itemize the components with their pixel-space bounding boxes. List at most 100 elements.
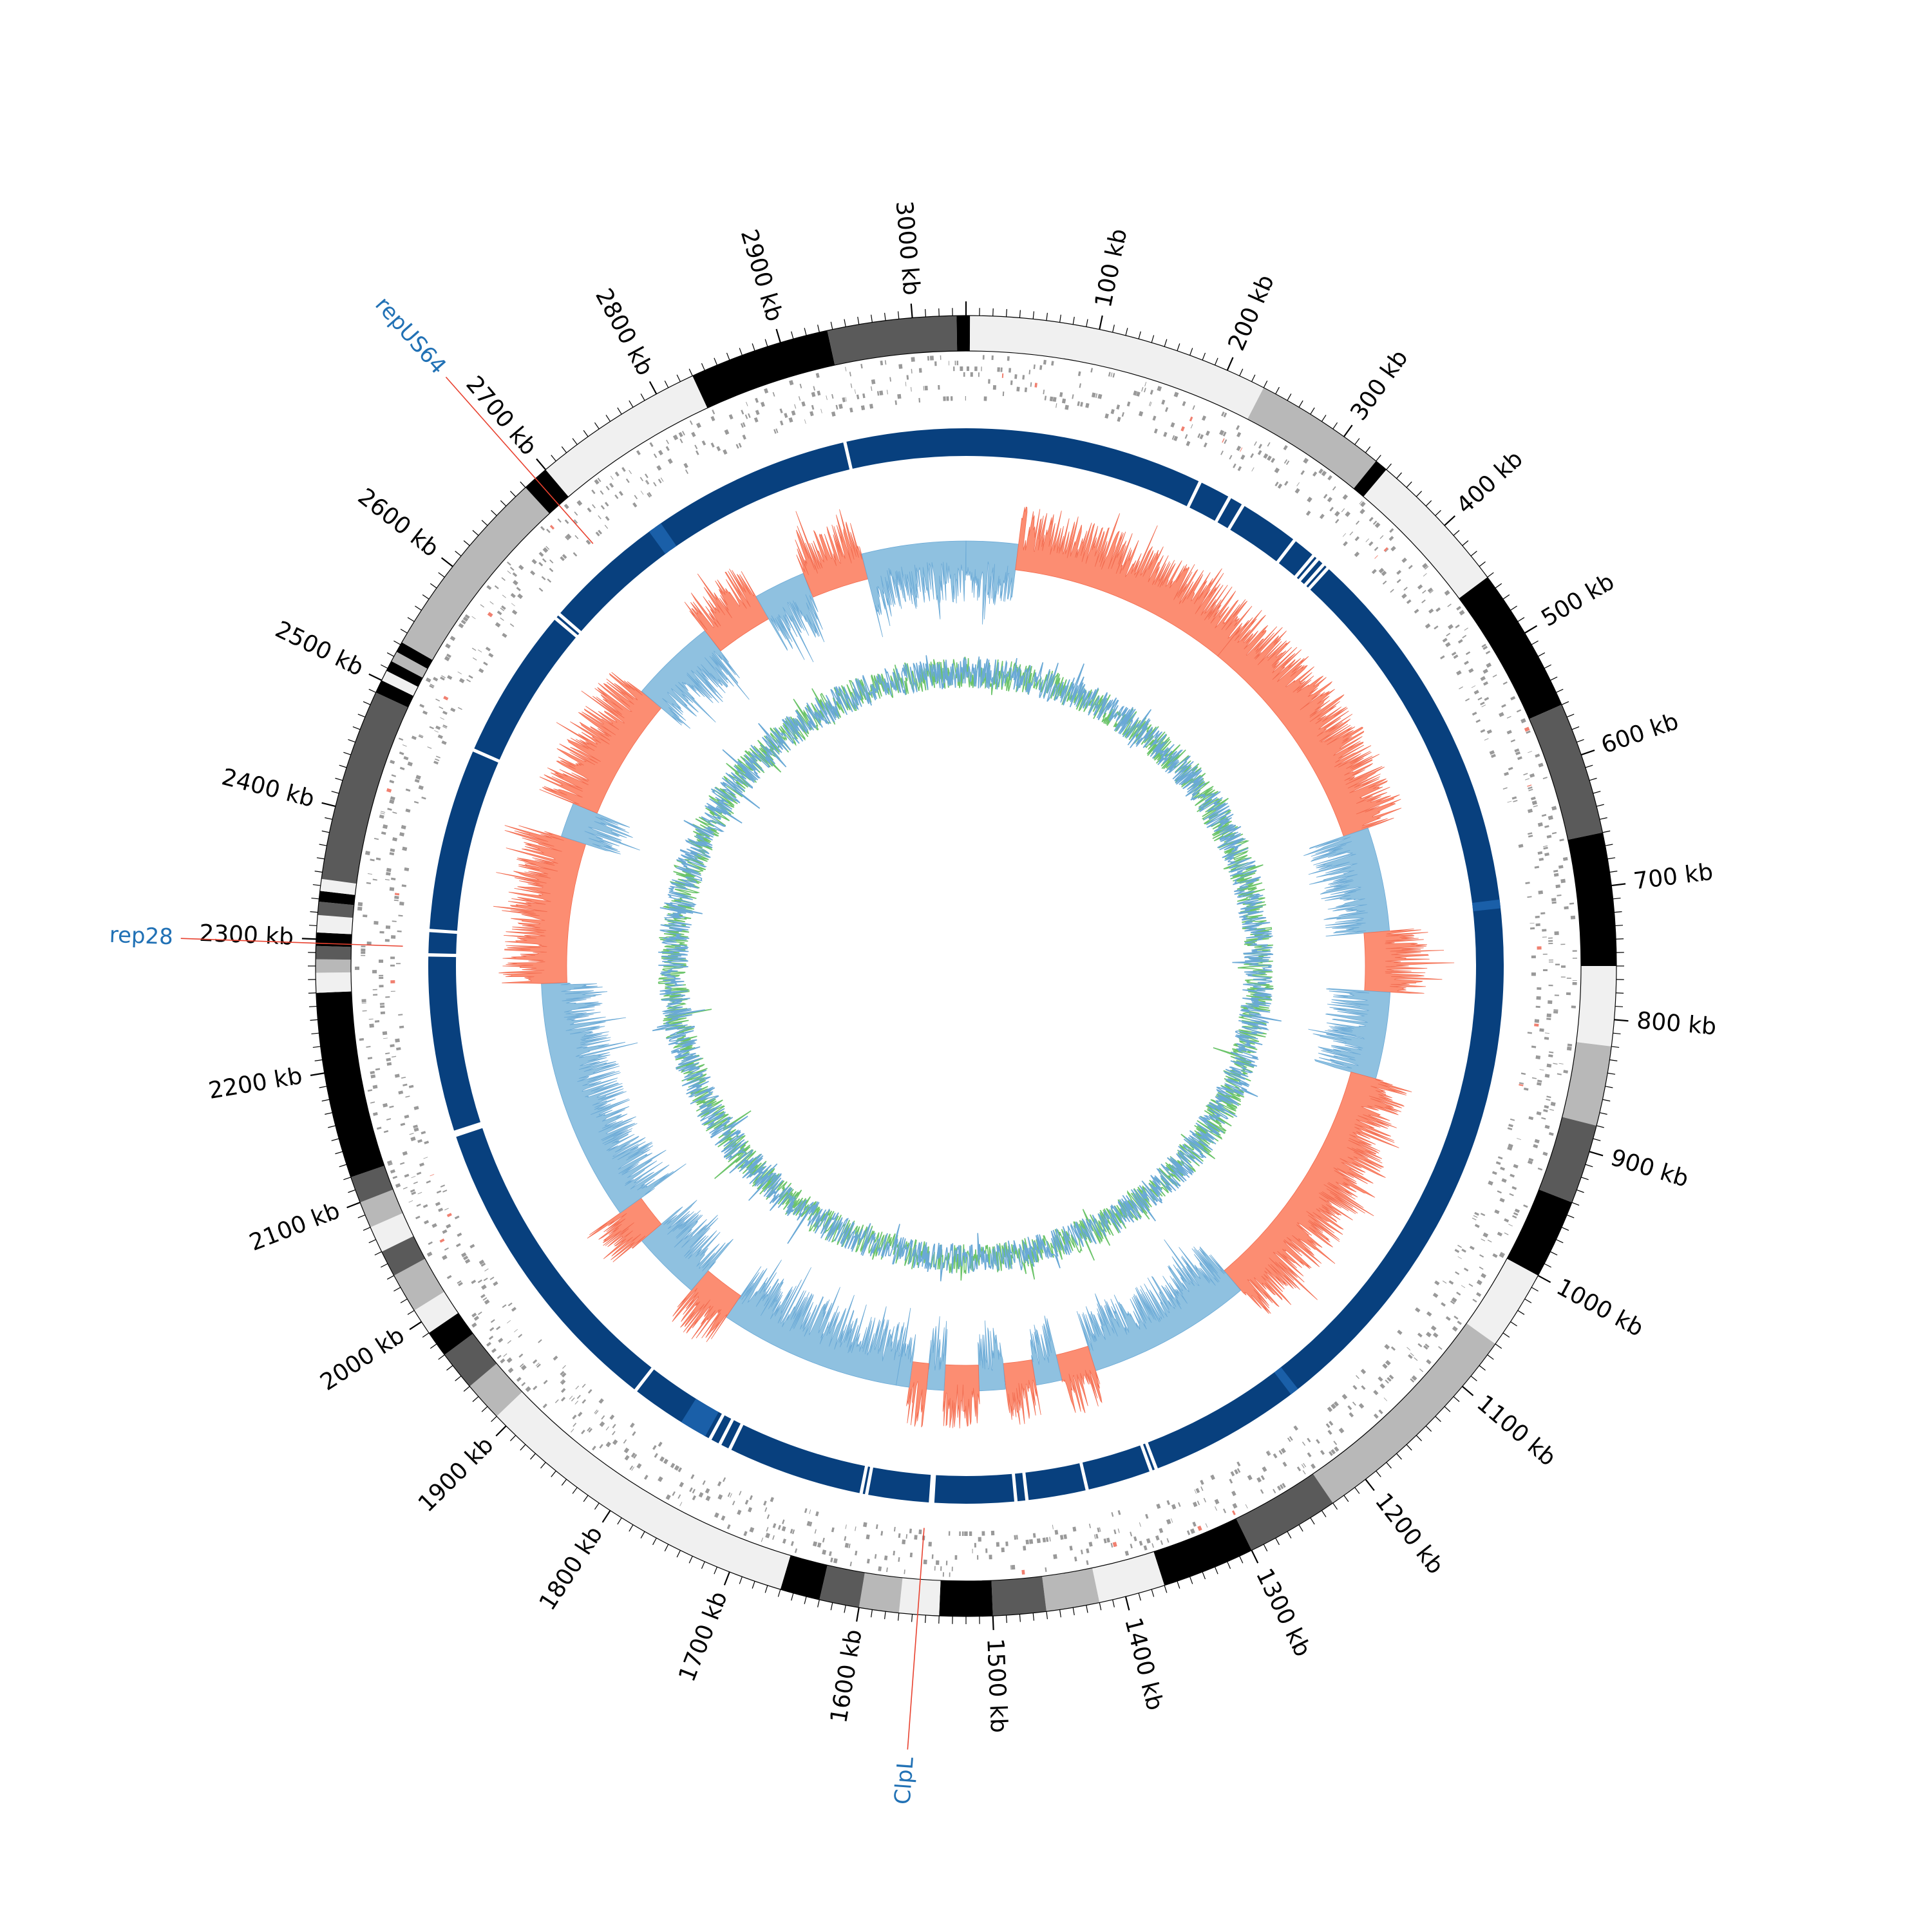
minor-tick: [1462, 540, 1469, 546]
gene-feature: [538, 551, 544, 557]
minor-tick: [1609, 871, 1618, 873]
gene-feature: [423, 1157, 428, 1159]
minor-tick: [386, 1275, 395, 1280]
ideogram-band: [1247, 387, 1376, 489]
gene-feature: [640, 491, 644, 495]
minor-tick: [1354, 1487, 1360, 1494]
gene-feature: [1457, 1244, 1462, 1248]
gene-feature: [1510, 739, 1516, 743]
gene-feature: [446, 1274, 452, 1280]
gene-feature: [390, 980, 395, 983]
gene-feature: [1378, 1409, 1383, 1414]
minor-tick: [1298, 1524, 1303, 1532]
gene-feature: [1195, 1488, 1200, 1493]
ideogram-band: [1153, 1518, 1252, 1586]
gene-feature: [609, 482, 614, 488]
gene-feature: [1301, 1464, 1305, 1468]
ideogram-band: [386, 661, 423, 687]
gene-feature: [532, 1359, 538, 1364]
ideogram-band: [1562, 1042, 1612, 1126]
gene-feature: [710, 415, 715, 422]
minor-tick: [1596, 1125, 1604, 1128]
gene-feature: [934, 361, 937, 366]
gene-feature: [1302, 1441, 1306, 1446]
gene-feature: [1542, 1151, 1548, 1156]
gene-feature: [1462, 634, 1467, 639]
minor-tick: [1479, 1365, 1486, 1371]
gene-feature: [379, 976, 384, 980]
gene-feature: [701, 440, 706, 446]
gene-feature: [1527, 808, 1533, 813]
gene-feature: [1388, 1374, 1394, 1380]
major-tick: [301, 938, 316, 940]
gene-feature: [849, 372, 851, 377]
gene-feature: [366, 882, 372, 884]
gene-feature: [1417, 584, 1423, 590]
gene-feature: [871, 386, 873, 391]
minor-tick: [688, 1556, 693, 1564]
gene-feature: [1136, 391, 1141, 397]
gene-feature: [446, 1224, 451, 1229]
gene-feature: [1108, 372, 1111, 377]
gene-feature: [705, 1495, 711, 1501]
gene-feature: [605, 516, 610, 521]
minor-tick: [481, 520, 488, 526]
minor-tick: [1571, 726, 1580, 730]
gene-feature: [390, 759, 395, 764]
minor-tick: [472, 530, 479, 536]
gene-feature: [1435, 607, 1441, 612]
collinear-block: [1296, 556, 1317, 580]
gene-feature: [459, 677, 465, 683]
gene-feature: [392, 920, 397, 922]
minor-tick: [1275, 386, 1280, 395]
gene-feature: [511, 609, 518, 615]
major-tick: [536, 458, 547, 470]
gene-feature: [394, 1074, 400, 1078]
gene-feature: [572, 1414, 577, 1420]
gene-feature: [766, 1514, 770, 1519]
gene-feature: [1464, 660, 1469, 665]
minor-tick: [583, 430, 589, 437]
minor-tick: [1138, 331, 1141, 339]
gene-feature: [441, 740, 447, 745]
gene-feature: [1410, 1352, 1414, 1356]
gene-feature: [954, 361, 956, 366]
gene-feature: [1254, 441, 1257, 446]
gene-feature: [483, 1277, 488, 1282]
minor-tick: [1517, 1310, 1525, 1315]
gene-feature: [1397, 1329, 1403, 1335]
gene-feature: [737, 1510, 742, 1515]
gene-feature: [1481, 705, 1486, 708]
gene-feature: [963, 372, 965, 377]
gene-feature: [744, 1499, 749, 1505]
gene-feature: [597, 477, 601, 482]
gene-feature: [454, 1215, 460, 1220]
gene-feature: [702, 1480, 706, 1485]
gene-feature: [1296, 482, 1300, 487]
gene-feature: [1408, 565, 1413, 569]
gene-feature: [1551, 831, 1557, 835]
gene-feature: [1097, 1527, 1100, 1533]
gene-feature: [772, 1523, 777, 1528]
gene-feature: [427, 746, 432, 749]
gene-feature: [1546, 1018, 1551, 1021]
gc-negative-segment: [861, 540, 967, 638]
gene-feature: [863, 1522, 867, 1528]
gene-feature: [385, 1052, 390, 1055]
gene-feature: [1232, 1502, 1238, 1509]
minor-tick: [1502, 1332, 1510, 1338]
gene-feature: [380, 812, 385, 815]
gene-feature: [385, 996, 390, 998]
gene-feature: [1528, 786, 1533, 790]
gene-feature: [1546, 1095, 1551, 1099]
gene-feature: [444, 1208, 449, 1211]
gene-feature: [609, 1414, 615, 1420]
gene-feature: [389, 779, 395, 784]
gc-negative-segment: [926, 1316, 948, 1391]
minor-tick: [1046, 1611, 1048, 1620]
gene-feature: [413, 1181, 418, 1184]
collinear-block: [474, 620, 576, 760]
gene-feature: [1456, 605, 1461, 611]
minor-tick: [1607, 857, 1616, 860]
minor-tick: [1599, 1112, 1607, 1115]
